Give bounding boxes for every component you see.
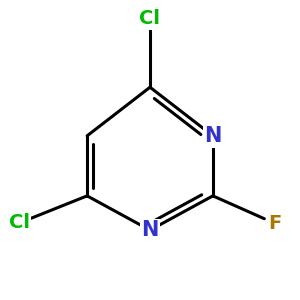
Text: N: N — [204, 126, 222, 146]
Text: Cl: Cl — [140, 9, 160, 28]
Text: Cl: Cl — [9, 214, 30, 232]
Text: F: F — [268, 214, 281, 233]
Text: N: N — [141, 220, 159, 240]
